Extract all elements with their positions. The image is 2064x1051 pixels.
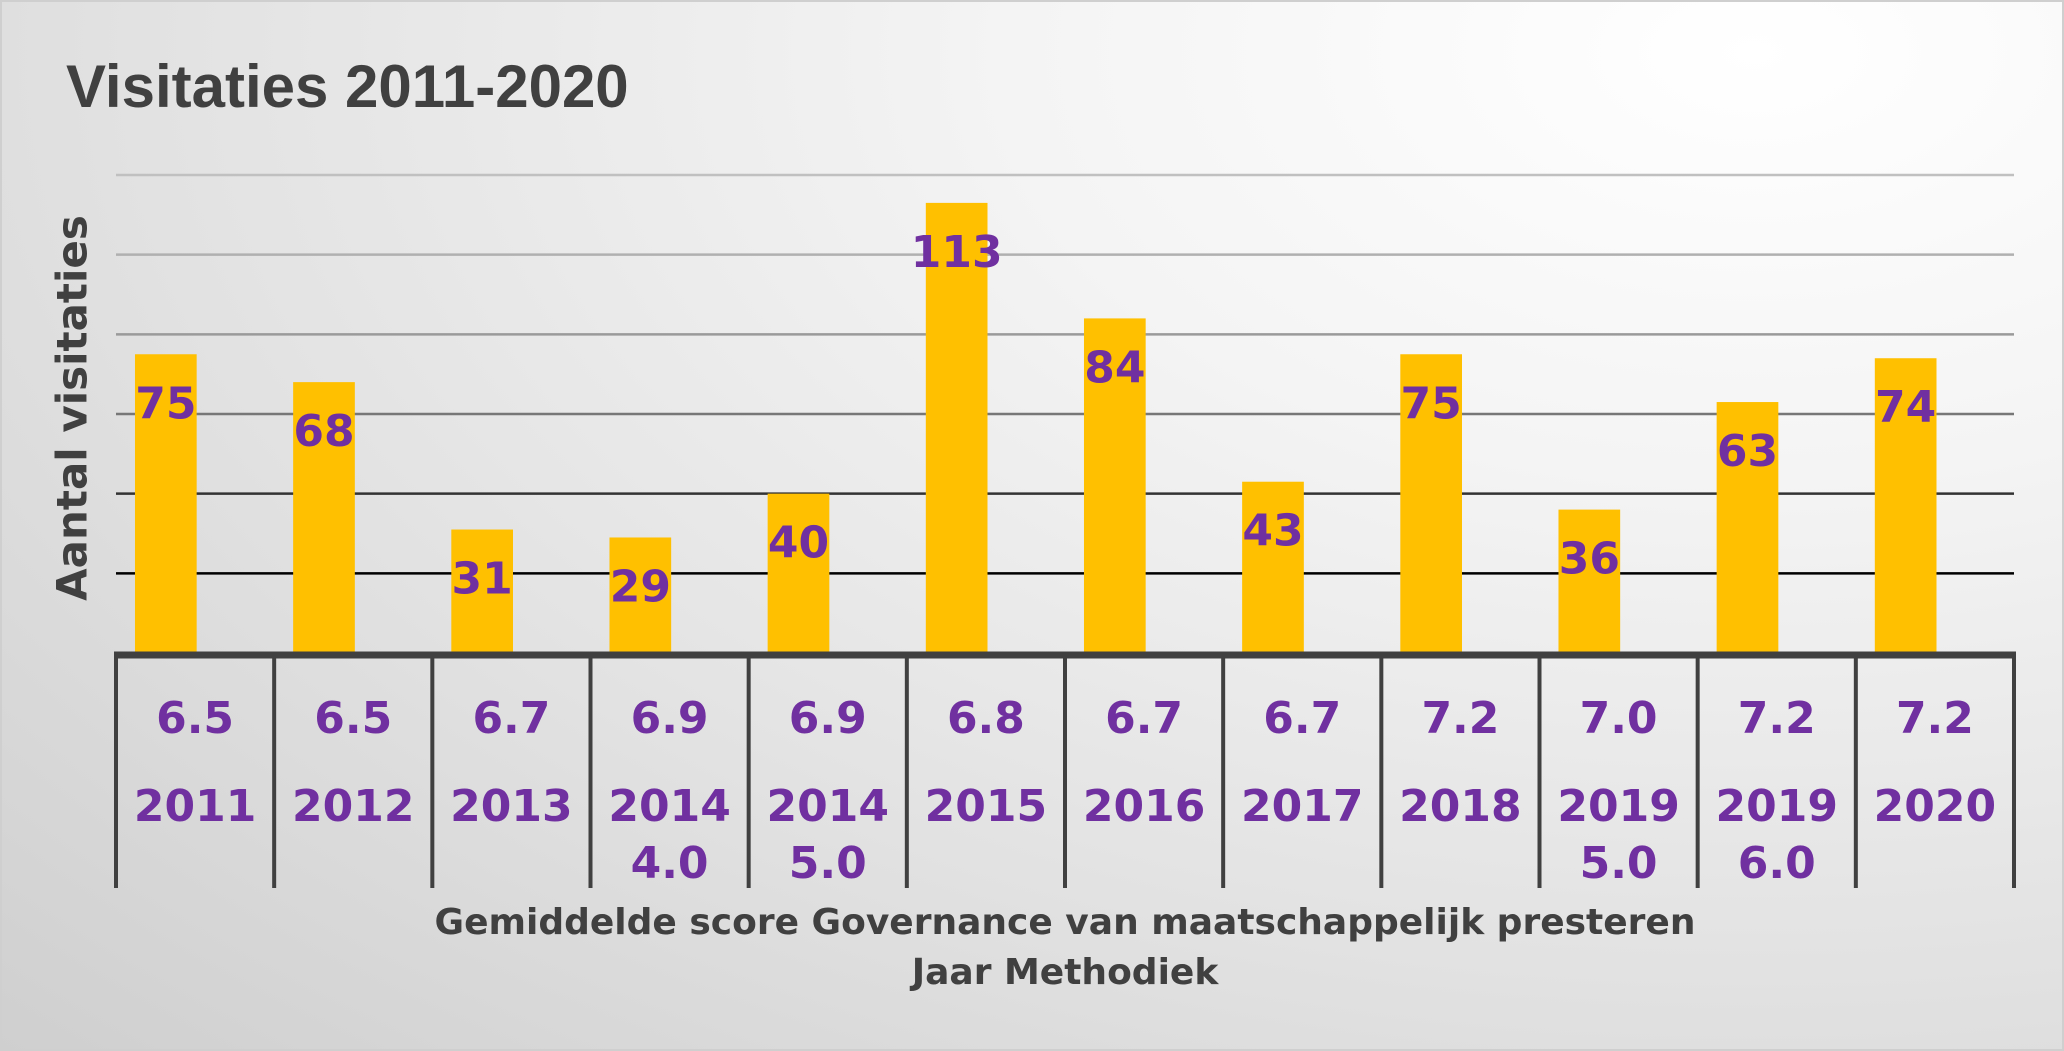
x-tick-score: 6.5 — [314, 693, 392, 744]
bar — [1874, 358, 1937, 653]
bar — [767, 493, 830, 653]
x-tick-year: 2019 — [1557, 781, 1679, 832]
bar — [1716, 402, 1779, 653]
x-tick-year: 2016 — [1083, 781, 1205, 832]
x-tick-year: 2020 — [1874, 781, 1996, 832]
x-axis-title-line-2: Jaar Methodiek — [911, 952, 1219, 993]
x-tick-year: 2011 — [134, 781, 256, 832]
x-tick-year: 2014 — [608, 781, 730, 832]
bar — [1400, 354, 1462, 653]
bar — [293, 382, 355, 653]
bar — [925, 202, 988, 653]
chart-title: Visitaties 2011-2020 — [66, 53, 629, 120]
x-tick-score: 7.0 — [1580, 693, 1658, 744]
x-tick-score: 6.7 — [1263, 693, 1341, 744]
x-tick-year: 2012 — [292, 781, 414, 832]
data-label: 84 — [1084, 342, 1145, 393]
bar — [1558, 509, 1621, 653]
data-label: 74 — [1875, 382, 1936, 433]
bar — [451, 529, 513, 653]
x-tick-method: 5.0 — [1580, 838, 1658, 889]
x-tick-year: 2017 — [1241, 781, 1363, 832]
x-tick-score: 6.8 — [947, 693, 1025, 744]
x-tick-score: 7.2 — [1738, 693, 1816, 744]
data-label: 63 — [1717, 426, 1778, 477]
data-label: 113 — [911, 227, 1003, 278]
data-label: 31 — [452, 554, 513, 605]
x-tick-year: 2018 — [1399, 781, 1521, 832]
x-tick-score: 7.2 — [1421, 693, 1499, 744]
x-tick-year: 2014 — [767, 781, 889, 832]
data-label: 36 — [1559, 534, 1620, 585]
x-tick-score: 6.7 — [1105, 693, 1183, 744]
x-tick-method: 6.0 — [1738, 838, 1816, 889]
x-tick-score: 6.5 — [156, 693, 234, 744]
x-tick-score: 6.7 — [472, 693, 550, 744]
x-tick-score: 7.2 — [1896, 693, 1974, 744]
bar — [134, 354, 197, 653]
x-tick-year: 2013 — [450, 781, 572, 832]
bar — [609, 537, 672, 653]
x-tick-method: 5.0 — [789, 838, 867, 889]
bar — [1083, 318, 1146, 653]
data-label: 68 — [293, 406, 354, 457]
data-label: 75 — [1401, 378, 1462, 429]
x-tick-year: 2015 — [925, 781, 1047, 832]
x-tick-score: 6.9 — [789, 693, 867, 744]
x-tick-year: 2019 — [1716, 781, 1838, 832]
bar — [1242, 481, 1304, 653]
data-label: 43 — [1242, 506, 1303, 557]
x-tick-score: 6.9 — [631, 693, 709, 744]
x-tick-method: 4.0 — [631, 838, 709, 889]
x-axis-title-line-1: Gemiddelde score Governance van maatscha… — [434, 902, 1696, 943]
data-label: 40 — [768, 518, 829, 569]
data-label: 75 — [135, 378, 196, 429]
data-label: 29 — [610, 561, 671, 612]
